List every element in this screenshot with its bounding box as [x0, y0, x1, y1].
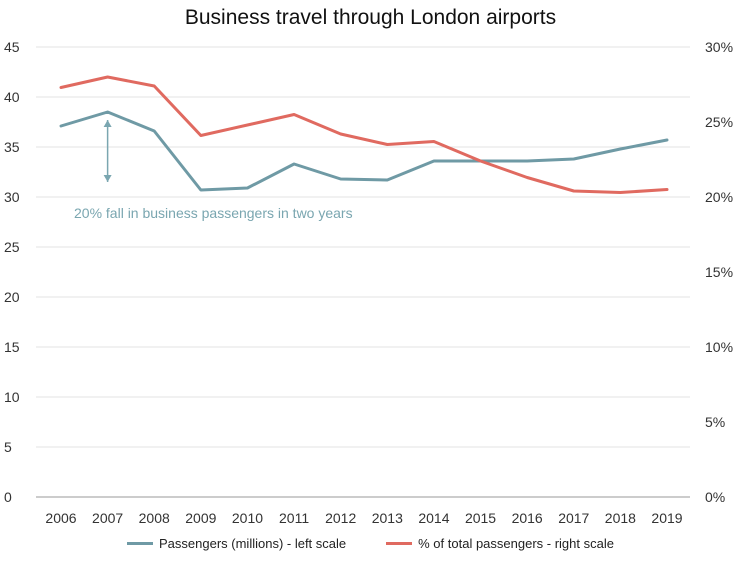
annotation-arrow	[103, 120, 112, 182]
series-line-percent	[59, 75, 669, 194]
x-tick-label: 2015	[465, 510, 496, 526]
gridlines	[36, 46, 690, 498]
right-tick-label: 30%	[705, 39, 733, 55]
left-tick-label: 25	[4, 239, 20, 255]
left-tick-label: 15	[4, 339, 20, 355]
annotation-arrow-head-up	[103, 120, 112, 127]
chart-title: Business travel through London airports	[184, 6, 557, 29]
legend-swatch-percent	[386, 542, 413, 545]
x-tick-label: 2012	[325, 510, 356, 526]
x-axis-ticks: 2006 2007 2008 2009 2010 2011 2012 2013 2014 2015…	[45, 510, 682, 526]
right-axis-ticks: 0% 5% 10% 15% 20% 25% 30%	[705, 39, 733, 505]
x-tick-label: 2010	[232, 510, 263, 526]
legend-label-percent: % of total passengers - right scale	[418, 536, 614, 551]
left-tick-label: 5	[4, 439, 12, 455]
series-lines	[59, 75, 669, 194]
x-tick-label: 2014	[418, 510, 449, 526]
x-tick-label: 2013	[372, 510, 403, 526]
legend-swatch-passengers	[127, 542, 154, 545]
left-tick-label: 20	[4, 289, 20, 305]
right-tick-label: 15%	[705, 264, 733, 280]
left-tick-label: 30	[4, 189, 20, 205]
x-tick-label: 2017	[558, 510, 589, 526]
series-line-passengers	[59, 110, 669, 192]
left-tick-label: 0	[4, 489, 12, 505]
x-tick-label: 2006	[45, 510, 76, 526]
annotation-text: 20% fall in business passengers in two y…	[74, 205, 353, 221]
x-tick-label: 2011	[279, 510, 309, 526]
left-axis-ticks: 0 5 10 15 20 25 30 35 40 45	[4, 39, 20, 505]
x-tick-label: 2008	[139, 510, 170, 526]
right-tick-label: 25%	[705, 114, 733, 130]
x-tick-label: 2016	[512, 510, 543, 526]
right-tick-label: 0%	[705, 489, 725, 505]
legend-item-percent: % of total passengers - right scale	[386, 536, 614, 551]
legend: Passengers (millions) - left scale % of …	[0, 536, 741, 551]
right-tick-label: 10%	[705, 339, 733, 355]
x-tick-label: 2018	[605, 510, 636, 526]
left-tick-label: 45	[4, 39, 20, 55]
annotation-arrow-head-down	[103, 175, 112, 182]
left-tick-label: 10	[4, 389, 20, 405]
x-tick-label: 2019	[651, 510, 682, 526]
x-tick-label: 2009	[185, 510, 216, 526]
left-tick-label: 40	[4, 89, 20, 105]
right-tick-label: 20%	[705, 189, 733, 205]
left-tick-label: 35	[4, 139, 20, 155]
legend-item-passengers: Passengers (millions) - left scale	[127, 536, 346, 551]
legend-label-passengers: Passengers (millions) - left scale	[159, 536, 347, 551]
x-tick-label: 2007	[92, 510, 123, 526]
right-tick-label: 5%	[705, 414, 725, 430]
